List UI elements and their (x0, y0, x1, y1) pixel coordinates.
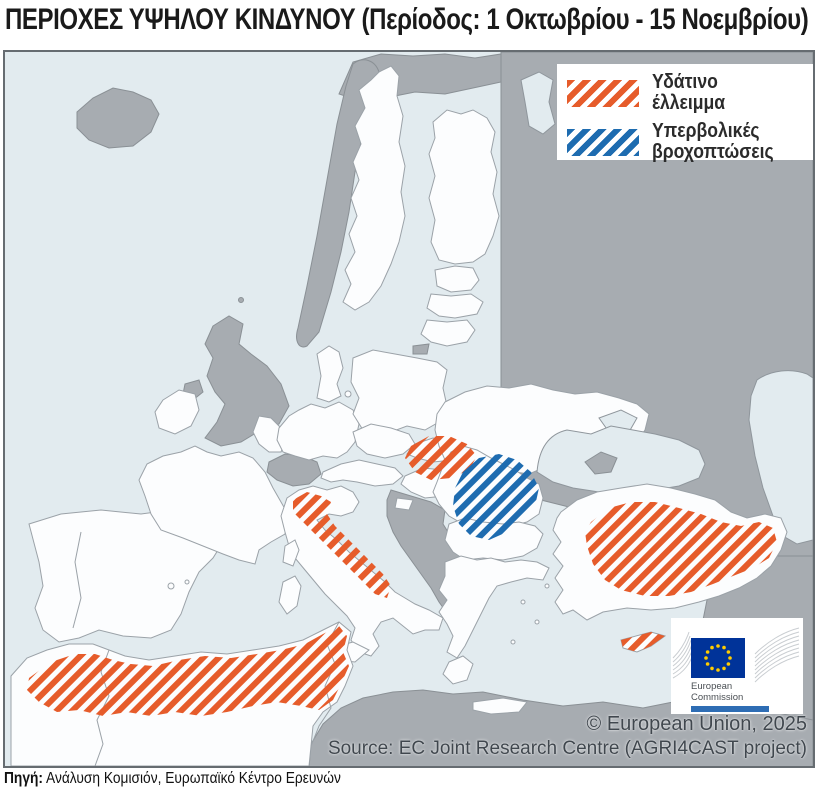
source-caption-text: Ανάλυση Κομισιόν, Ευρωπαϊκό Κέντρο Ερευν… (42, 770, 341, 787)
hatch-region-cyprus (621, 632, 665, 652)
region-peloponnese (442, 655, 474, 685)
white-sea (520, 71, 556, 135)
island-balearics (167, 582, 175, 590)
map-canvas (5, 52, 813, 766)
water-deficit-swatch (567, 79, 639, 107)
europe-risk-map: Υδάτινο έλλειμμα Υπερβολικές βροχοπτώσει… (3, 50, 815, 768)
country-austria (320, 459, 404, 487)
island-corsica (282, 539, 300, 567)
aegean-island (544, 583, 550, 589)
country-estonia (434, 265, 480, 293)
country-lithuania (420, 319, 476, 347)
country-united-kingdom (204, 315, 290, 447)
eu-logo-line1: European (691, 681, 733, 692)
aegean-island (510, 639, 516, 645)
legend-item-water-deficit: Υδάτινο έλλειμμα (567, 72, 803, 114)
legend-label: Υπερβολικές βροχοπτώσεις (652, 120, 774, 163)
caspian-sea (748, 370, 813, 545)
source-caption-prefix: Πηγή: (4, 770, 43, 787)
country-poland (350, 349, 448, 433)
country-finland (428, 109, 500, 265)
legend-item-excessive-rainfall: Υπερβολικές βροχοπτώσεις (567, 121, 803, 163)
country-denmark (316, 345, 344, 403)
country-latvia (426, 293, 484, 319)
legend: Υδάτινο έλλειμμα Υπερβολικές βροχοπτώσει… (557, 64, 813, 163)
aegean-island (520, 599, 526, 605)
eu-logo-text: European Commission (691, 681, 744, 704)
hatch-region-northwest-romania (405, 436, 477, 480)
island-sardinia (278, 575, 302, 615)
european-commission-logo: European Commission (671, 618, 803, 714)
page-title: ΠΕΡΙΟΧΕΣ ΥΨΗΛΟΥ ΚΙΝΔΥΝΟΥ (Περίοδος: 1 Οκ… (5, 3, 809, 36)
hatch-region-southeast-romania-north-bulgaria (453, 454, 539, 540)
country-france (138, 445, 290, 565)
map-credits: © European Union, 2025 Source: EC Joint … (328, 713, 807, 760)
eu-logo-graphic (672, 627, 800, 683)
source-line: Source: EC Joint Research Centre (AGRI4C… (327, 738, 807, 759)
copyright-line: © European Union, 2025 (586, 713, 807, 735)
logo-waves-left (672, 631, 695, 679)
region-kaliningrad (412, 343, 430, 355)
country-slovenia (394, 497, 414, 511)
logo-waves-right (754, 627, 800, 683)
legend-label: Υδάτινο έλλειμμα (652, 71, 726, 114)
eu-flag (691, 638, 745, 678)
country-ireland (154, 389, 200, 435)
border-portugal-spain (72, 531, 82, 629)
aegean-island (534, 619, 540, 625)
eu-logo-bar (691, 706, 769, 712)
country-germany (276, 401, 360, 461)
island-zealand (344, 390, 352, 398)
source-caption: Πηγή: Ανάλυση Κομισιόν, Ευρωπαϊκό Κέντρο… (4, 770, 341, 788)
hatch-region-maghreb (27, 626, 349, 716)
country-sweden (342, 65, 406, 311)
island-shetland (238, 297, 244, 303)
country-czechia (352, 423, 416, 459)
country-iceland (76, 87, 160, 149)
region-crimea (584, 451, 618, 475)
excessive-rainfall-swatch (567, 128, 639, 156)
island-crete (472, 697, 528, 715)
island-balearics (184, 579, 190, 585)
eu-flag-stars (704, 644, 732, 672)
hatch-region-turkey (585, 502, 777, 596)
country-greece (438, 555, 550, 659)
eu-logo-line2: Commission (691, 691, 744, 703)
hatch-region-central-italy (293, 492, 391, 598)
